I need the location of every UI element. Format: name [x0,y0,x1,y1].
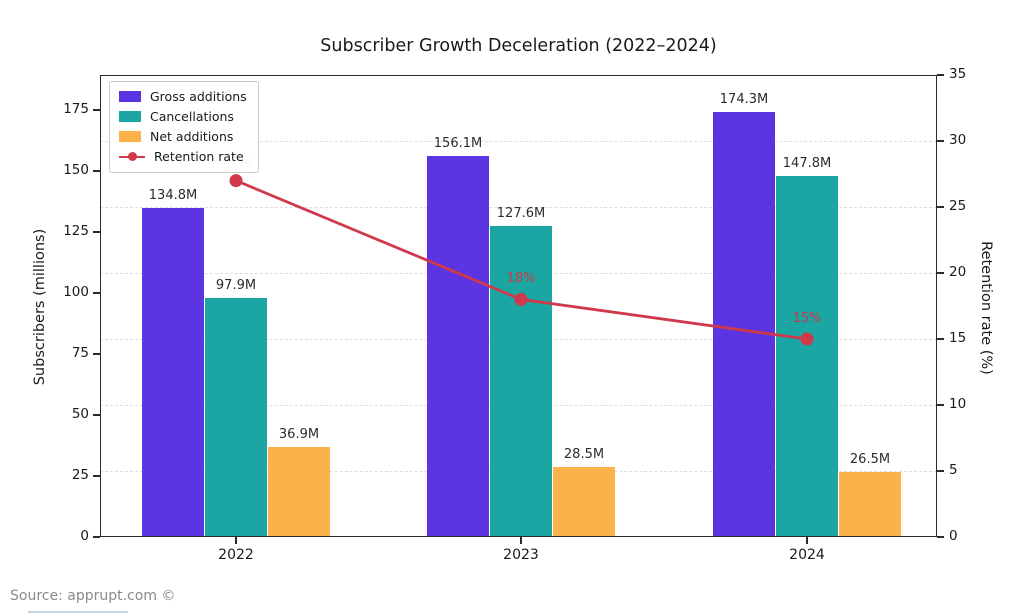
bar-gross-additions [142,208,204,537]
right-axis-tickmark [937,206,944,208]
bar-value-label: 147.8M [782,156,832,172]
right-axis-tickmark [937,404,944,406]
right-axis-tick-label: 0 [949,528,958,544]
left-axis-title: Subscribers (millions) [32,228,48,386]
x-axis-tickmark [806,537,808,544]
right-axis-tickmark [937,272,944,274]
x-axis-tick-label: 2022 [218,547,254,563]
right-axis-title: Retention rate (%) [978,241,994,375]
legend-label: Net additions [150,129,234,144]
retention-line [235,179,808,341]
left-axis-tick-label: 150 [63,162,89,178]
left-axis-tickmark [93,231,100,233]
right-axis-tick-label: 25 [949,198,967,214]
left-axis-tick-label: 100 [63,284,89,300]
right-axis-tick-label: 5 [949,462,958,478]
legend-entry-retention-rate: Retention rate [119,149,247,164]
left-axis-tickmark [93,536,100,538]
legend-label: Retention rate [154,149,244,164]
retention-point [800,332,814,346]
left-axis-tickmark [93,475,100,477]
retention-point-label: 15% [792,311,822,326]
left-axis-tick-label: 125 [63,223,89,239]
bar-cancellations [776,176,838,537]
right-axis-tick-label: 10 [949,396,967,412]
bar-net-additions [839,472,901,537]
right-axis-tick-label: 30 [949,132,967,148]
bar-value-label: 156.1M [433,136,483,152]
right-axis-tick-label: 20 [949,264,967,280]
left-axis-tick-label: 25 [71,467,89,483]
bar-gross-additions [427,156,489,537]
gridline [100,141,937,142]
bar-value-label: 97.9M [215,278,257,294]
left-axis-tick-label: 75 [71,345,89,361]
legend-entry-gross-additions: Gross additions [119,89,247,104]
right-axis-tickmark [937,470,944,472]
right-axis-tick-label: 35 [949,66,967,82]
x-axis-tickmark [520,537,522,544]
left-axis-tick-label: 175 [63,101,89,117]
x-axis-tickmark [235,537,237,544]
legend-label: Cancellations [150,109,234,124]
bar-value-label: 134.8M [148,188,198,204]
legend-entry-cancellations: Cancellations [119,109,247,124]
bar-gross-additions [713,111,775,537]
left-axis-tickmark [93,353,100,355]
left-axis-tickmark [93,414,100,416]
bar-value-label: 36.9M [278,426,320,442]
bar-net-additions [553,467,615,537]
chart-title: Subscriber Growth Deceleration (2022–202… [320,36,717,56]
bar-net-additions [268,446,330,537]
retention-line-layer [229,174,814,346]
right-axis-tickmark [937,74,944,76]
legend: Gross additions Cancellations Net additi… [109,81,259,173]
left-axis-tickmark [93,292,100,294]
source-caption: Source: apprupt.com © [10,588,176,604]
bar-value-label: 26.5M [849,452,891,468]
plot-area: 134.8M 156.1M 174.3M 97.9M 127.6M 147.8M 36.9M… [100,75,937,537]
right-axis-tick-label: 15 [949,330,967,346]
net-additions-swatch-icon [119,131,141,142]
retention-point [514,292,528,306]
retention-point-label: 18% [506,271,536,287]
left-axis-tick-label: 50 [71,406,89,422]
right-axis-tickmark [937,338,944,340]
x-axis-tick-label: 2024 [789,547,825,563]
decorative-accent-line [28,611,128,613]
legend-label: Gross additions [150,89,247,104]
cancellations-swatch-icon [119,111,141,122]
bar-cancellations [205,298,267,537]
bar-value-label: 127.6M [496,205,546,221]
bar-value-label: 28.5M [563,447,605,463]
bar-cancellations [490,225,552,537]
left-axis-tickmark [93,170,100,172]
legend-entry-net-additions: Net additions [119,129,247,144]
right-axis-tickmark [937,536,944,538]
left-axis-tickmark [93,109,100,111]
retention-rate-line-icon [119,151,145,162]
bar-value-label: 174.3M [719,91,769,107]
gridline [100,207,937,208]
retention-point [229,174,243,188]
left-axis-tick-label: 0 [80,528,89,544]
x-axis-tick-label: 2023 [503,547,539,563]
gross-additions-swatch-icon [119,91,141,102]
right-axis-tickmark [937,140,944,142]
